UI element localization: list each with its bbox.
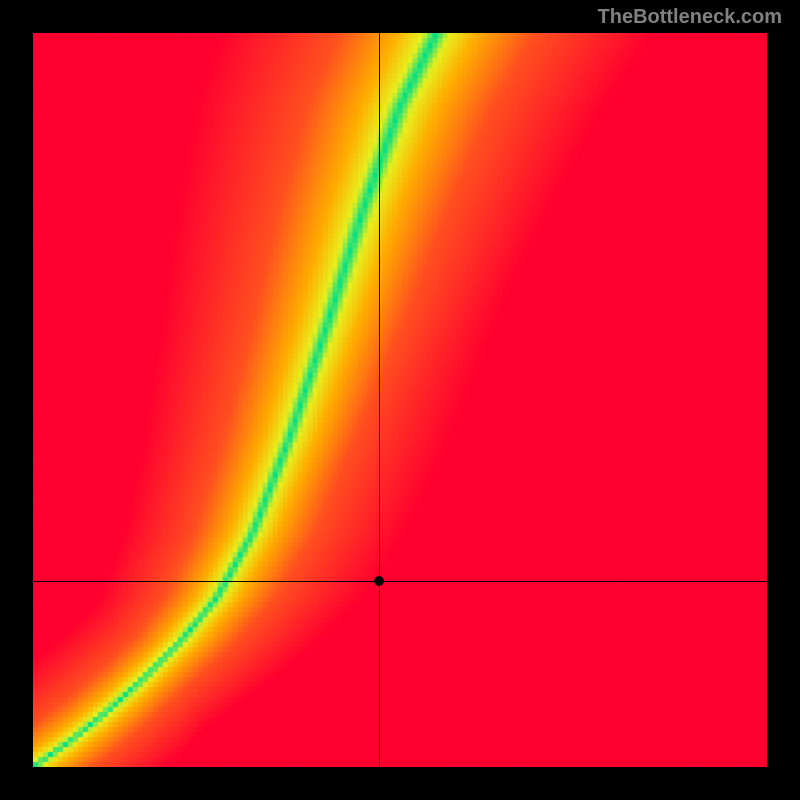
plot-area xyxy=(33,33,767,767)
heatmap-canvas xyxy=(33,33,767,767)
watermark-text: TheBottleneck.com xyxy=(598,6,782,29)
chart-container: TheBottleneck.com xyxy=(0,0,800,800)
